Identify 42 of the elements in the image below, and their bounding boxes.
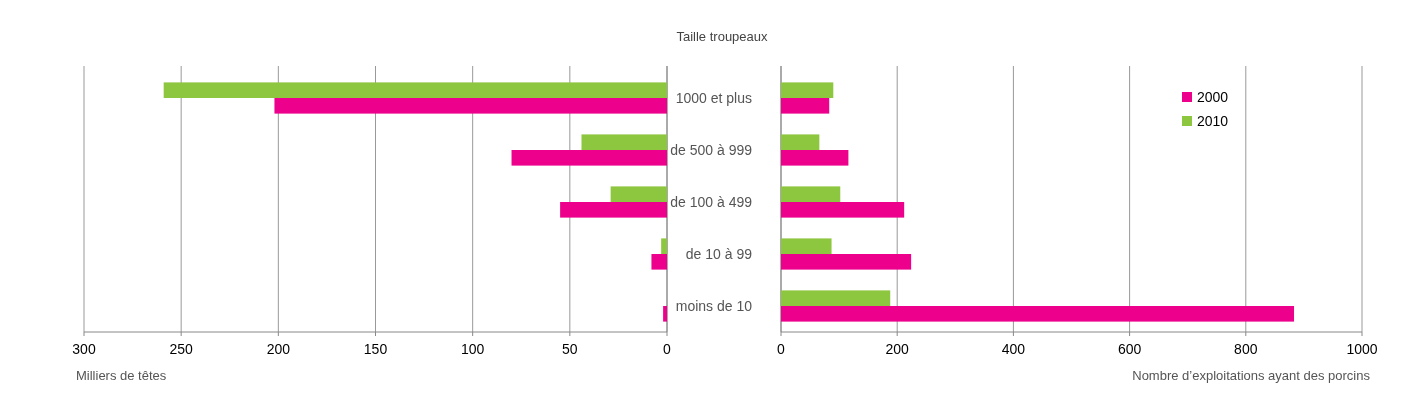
bar bbox=[651, 254, 667, 270]
bar bbox=[781, 290, 891, 306]
bar bbox=[781, 98, 830, 114]
bar bbox=[781, 254, 912, 270]
bar bbox=[781, 306, 1295, 322]
x-axis-title: Nombre d’exploitations ayant des porcins bbox=[1132, 368, 1371, 383]
x-tick-label: 0 bbox=[777, 341, 786, 357]
x-tick-label: 0 bbox=[663, 341, 672, 357]
x-tick-label: 250 bbox=[169, 341, 194, 357]
x-tick-label: 100 bbox=[460, 341, 485, 357]
bar bbox=[610, 186, 667, 202]
legend-label: 2010 bbox=[1197, 113, 1229, 129]
x-tick-label: 600 bbox=[1117, 341, 1142, 357]
bar bbox=[274, 98, 667, 114]
bar bbox=[781, 134, 820, 150]
bar bbox=[560, 202, 667, 218]
text: Taille troupeaux bbox=[676, 29, 769, 44]
y-tick-label: de 10 à 99 bbox=[685, 246, 753, 262]
bar bbox=[663, 306, 667, 322]
x-tick-label: 300 bbox=[72, 341, 96, 357]
x-tick-label: 800 bbox=[1234, 341, 1258, 357]
bar bbox=[781, 150, 849, 166]
bar bbox=[781, 202, 905, 218]
bar bbox=[661, 238, 667, 254]
x-tick-label: 1000 bbox=[1346, 341, 1378, 357]
x-tick-label: 200 bbox=[885, 341, 910, 357]
y-tick-label: de 500 à 999 bbox=[670, 142, 753, 158]
bar bbox=[781, 82, 834, 98]
x-tick-label: 150 bbox=[363, 341, 388, 357]
bar bbox=[163, 82, 667, 98]
x-tick-label: 200 bbox=[266, 341, 291, 357]
bar bbox=[581, 134, 667, 150]
bar bbox=[781, 238, 832, 254]
x-tick-label: 50 bbox=[562, 341, 578, 357]
y-tick-label: moins de 10 bbox=[675, 298, 753, 314]
y-tick-label: 1000 et plus bbox=[675, 90, 752, 106]
bar bbox=[511, 150, 667, 166]
y-tick-label: de 100 à 499 bbox=[670, 194, 753, 210]
bar bbox=[781, 186, 841, 202]
x-axis-title: Milliers de têtes bbox=[76, 368, 167, 383]
legend-label: 2000 bbox=[1197, 89, 1229, 105]
x-tick-label: 400 bbox=[1001, 341, 1026, 357]
